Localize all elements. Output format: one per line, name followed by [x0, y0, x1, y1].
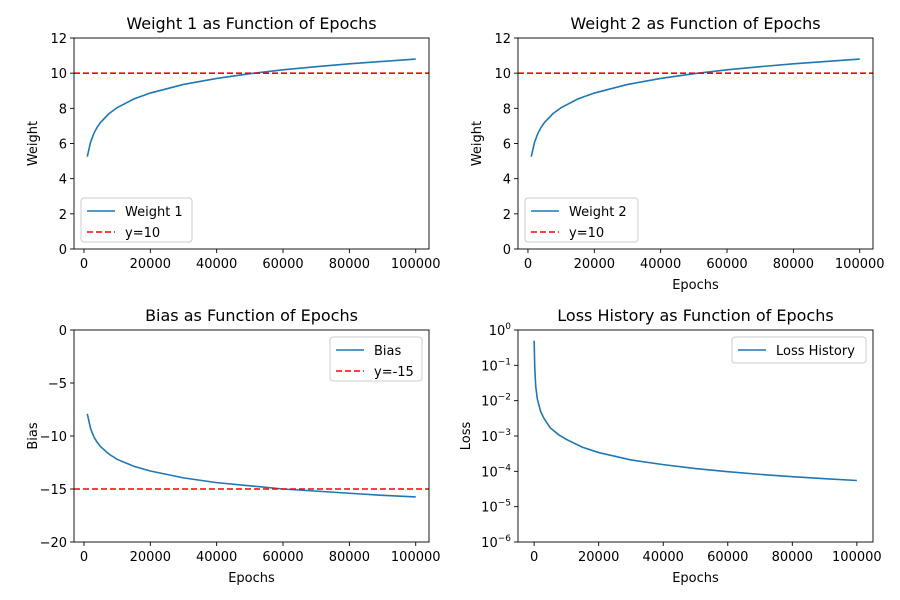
x-tick-label: 20000 — [130, 257, 171, 272]
legend: Weight 1 y=10 — [80, 197, 193, 243]
legend-box — [731, 336, 867, 364]
series-weight-2-line — [530, 58, 860, 157]
x-tick-label: 0 — [524, 257, 532, 272]
subplot-4: 0 20000 40000 60000 80000 100000 10−6 10−5 10−4 1… — [459, 306, 882, 586]
x-tick-label: 60000 — [262, 550, 303, 565]
y-tick-label: 6 — [59, 138, 67, 153]
legend-box — [80, 197, 193, 243]
y-tick-label: 0 — [503, 243, 511, 258]
subplot-1: 0 20000 40000 60000 80000 100000 0 2 4 6 8 10 12 Weig… — [26, 14, 441, 272]
y-tick-label: 8 — [59, 102, 67, 117]
y-tick-label: −20 — [40, 536, 67, 551]
legend-label: Bias — [374, 344, 401, 359]
y-tick-label: 10−3 — [481, 428, 511, 445]
y-tick-label: 10−5 — [481, 499, 511, 516]
y-tick-label: 12 — [494, 32, 511, 47]
series-bias-line — [86, 413, 416, 498]
y-tick-label: 10−6 — [481, 534, 511, 551]
x-tick-label: 100000 — [391, 550, 441, 565]
x-tick-label: 20000 — [574, 257, 615, 272]
y-tick-label: −15 — [40, 483, 67, 498]
x-tick-label: 0 — [80, 257, 88, 272]
y-tick-label: 12 — [50, 32, 67, 47]
chart-title: Bias as Function of Epochs — [145, 306, 358, 325]
legend: Loss History — [731, 336, 867, 364]
subplot-2: 0 20000 40000 60000 80000 100000 0 2 4 6 8 10 12 Weig… — [470, 14, 885, 293]
y-tick-label: 4 — [503, 173, 511, 188]
legend: Weight 2 y=10 — [524, 197, 639, 243]
y-tick-label: 8 — [503, 102, 511, 117]
legend-box — [524, 197, 639, 243]
legend-label: y=10 — [569, 226, 604, 241]
chart-title: Loss History as Function of Epochs — [557, 306, 833, 325]
x-axis-label: Epochs — [672, 571, 719, 586]
x-tick-label: 60000 — [706, 257, 747, 272]
y-tick-label: 2 — [59, 208, 67, 223]
x-tick-label: 80000 — [773, 257, 814, 272]
x-tick-label: 80000 — [329, 550, 370, 565]
x-tick-label: 0 — [80, 550, 88, 565]
y-tick-label: −10 — [40, 430, 67, 445]
y-tick-label: 10−2 — [481, 393, 511, 410]
y-axis-label: Bias — [26, 422, 41, 449]
subplot-3: 0 20000 40000 60000 80000 100000 −20 −15 −10 −5 0 B… — [26, 306, 441, 586]
x-tick-label: 80000 — [772, 550, 813, 565]
x-tick-label: 60000 — [262, 257, 303, 272]
x-axis-label: Epochs — [672, 278, 719, 293]
y-tick-label: −5 — [48, 377, 67, 392]
x-tick-label: 40000 — [196, 257, 237, 272]
x-tick-label: 100000 — [832, 550, 882, 565]
legend-label: Weight 1 — [125, 205, 183, 220]
y-tick-label: 2 — [503, 208, 511, 223]
x-tick-label: 60000 — [707, 550, 748, 565]
y-tick-label: 10−1 — [481, 357, 511, 374]
y-axis-label: Weight — [470, 121, 485, 166]
y-tick-label: 0 — [59, 324, 67, 339]
chart-title: Weight 1 as Function of Epochs — [126, 14, 376, 33]
y-tick-label: 10 — [494, 67, 511, 82]
y-tick-label: 10 — [50, 67, 67, 82]
x-tick-label: 80000 — [329, 257, 370, 272]
x-tick-label: 100000 — [391, 257, 441, 272]
legend-label: Weight 2 — [569, 205, 627, 220]
x-axis-label: Epochs — [228, 571, 275, 586]
y-axis-label: Weight — [26, 121, 41, 166]
x-tick-label: 20000 — [578, 550, 619, 565]
y-tick-label: 4 — [59, 173, 67, 188]
legend-label: y=10 — [125, 226, 160, 241]
y-tick-label: 6 — [503, 138, 511, 153]
y-tick-label: 100 — [489, 322, 512, 339]
y-axis-label: Loss — [459, 422, 474, 451]
y-tick-label: 10−4 — [481, 463, 511, 480]
legend-label: Loss History — [776, 344, 855, 359]
legend-box — [329, 336, 423, 382]
series-weight-1-line — [86, 58, 416, 157]
x-tick-label: 0 — [530, 550, 538, 565]
x-tick-label: 20000 — [130, 550, 171, 565]
series-loss-history-line — [533, 340, 857, 482]
legend: Bias y=-15 — [329, 336, 423, 382]
y-tick-label: 0 — [59, 243, 67, 258]
chart-title: Weight 2 as Function of Epochs — [570, 14, 820, 33]
x-tick-label: 40000 — [640, 257, 681, 272]
legend-label: y=-15 — [374, 365, 414, 380]
x-tick-label: 100000 — [835, 257, 885, 272]
x-tick-label: 40000 — [196, 550, 237, 565]
x-tick-label: 40000 — [643, 550, 684, 565]
